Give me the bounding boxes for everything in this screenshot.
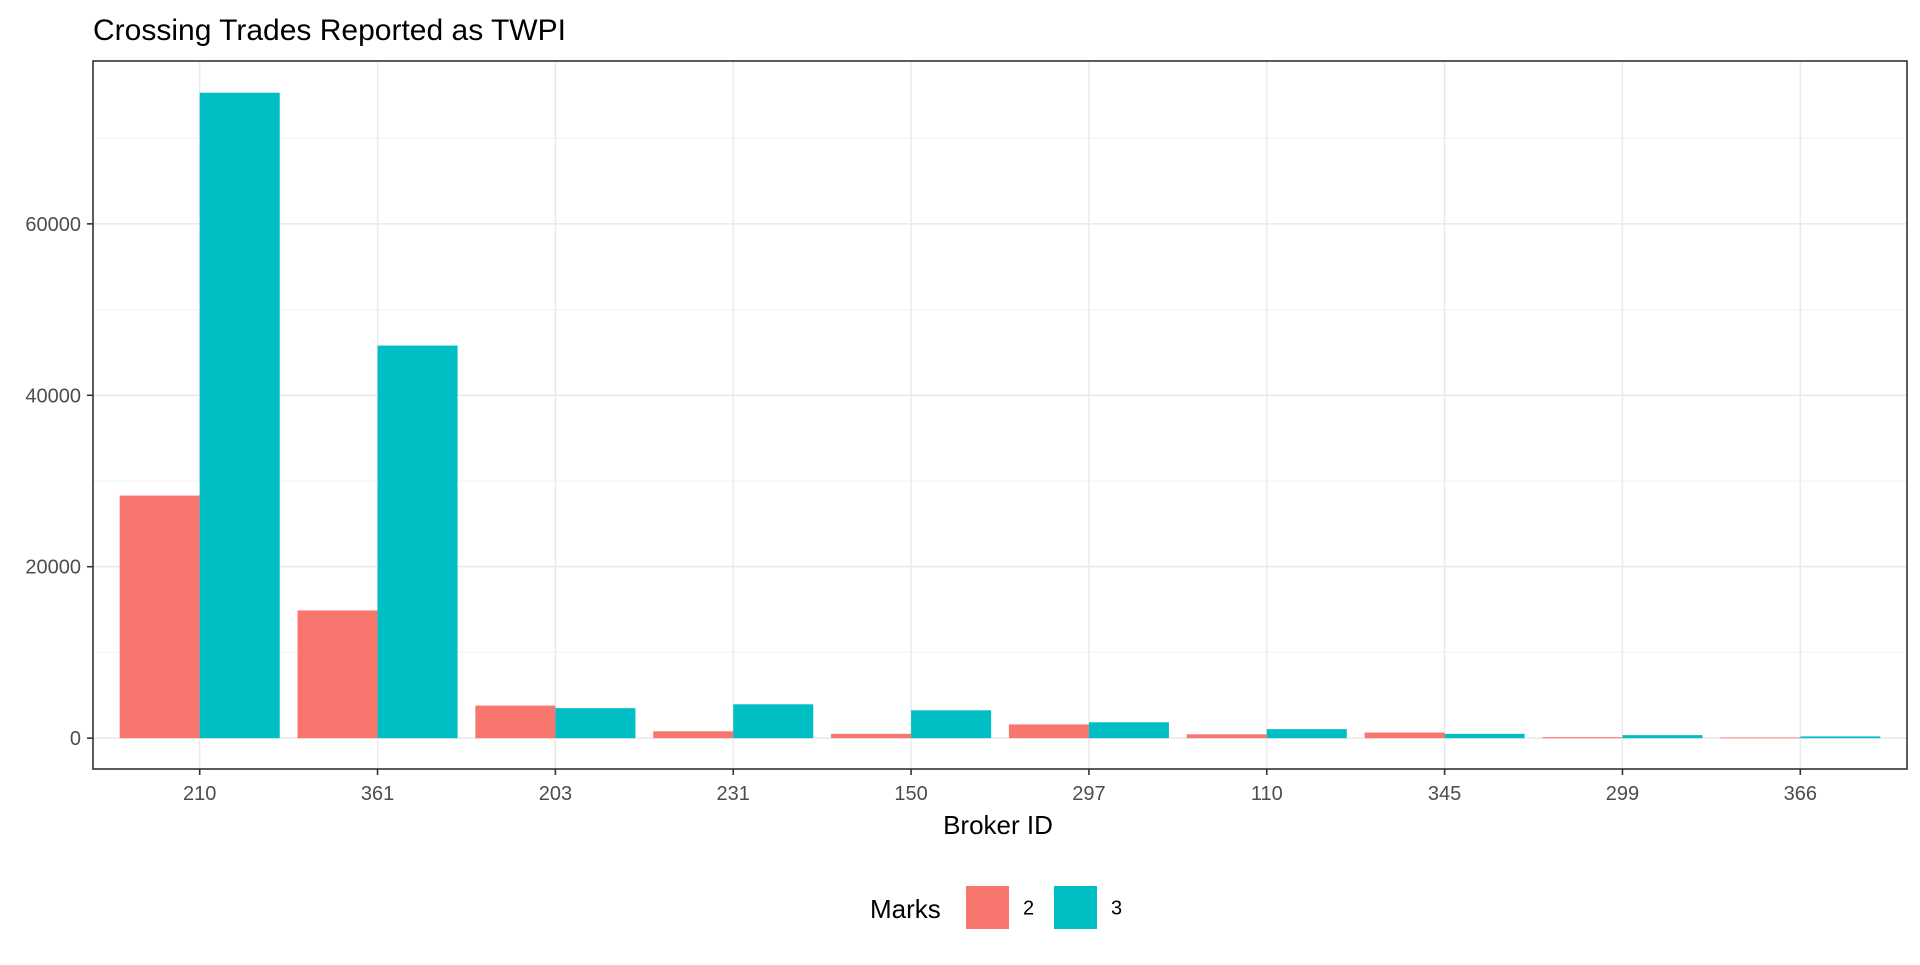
legend-label: 3	[1111, 898, 1122, 920]
bar-series-2-210	[119, 495, 200, 739]
x-tick-label: 231	[717, 783, 750, 805]
x-tick-label: 203	[539, 783, 572, 805]
legend-label: 2	[1023, 898, 1034, 920]
legend-title: Marks	[870, 894, 941, 924]
bar-series-2-203	[475, 705, 556, 739]
x-tick-label: 299	[1606, 783, 1639, 805]
bar-series-2-297	[1008, 724, 1089, 739]
bar-series-2-110	[1186, 734, 1267, 739]
bar-series-3-150	[911, 710, 992, 739]
bar-series-3-361	[377, 345, 458, 739]
bar-series-3-366	[1800, 736, 1881, 739]
x-tick-label: 150	[894, 783, 927, 805]
panel-border	[92, 60, 1908, 770]
bar-series-3-345	[1444, 733, 1525, 739]
legend-key-3	[1054, 886, 1097, 929]
bar-series-3-299	[1622, 735, 1703, 739]
bar-series-3-297	[1088, 722, 1169, 739]
y-axis: 0 20000 40000 60000	[25, 214, 93, 750]
x-tick-label: 110	[1251, 783, 1283, 805]
x-tick-label: 297	[1072, 783, 1105, 805]
x-tick-label: 345	[1428, 783, 1461, 805]
bar-series-2-361	[297, 610, 378, 739]
y-tick-label: 20000	[25, 557, 81, 579]
bar-series-3-210	[199, 92, 280, 739]
bar-series-3-203	[555, 708, 636, 739]
legend-key-2	[966, 886, 1009, 929]
legend: Marks 2 3	[870, 886, 1122, 929]
y-tick-label: 40000	[25, 385, 81, 407]
x-axis-title: Broker ID	[943, 810, 1053, 840]
bar-series-3-110	[1266, 729, 1347, 739]
x-tick-label: 210	[183, 783, 216, 805]
bars	[119, 92, 1881, 739]
bar-series-2-366	[1720, 737, 1801, 739]
x-axis: 210 361 203 231 150 297 110 345 299 366	[183, 769, 1817, 805]
bar-series-2-345	[1364, 732, 1445, 739]
bar-series-2-231	[653, 731, 734, 739]
chart-title: Crossing Trades Reported as TWPI	[93, 14, 566, 47]
y-tick-label: 0	[70, 728, 81, 750]
x-tick-label: 361	[361, 783, 394, 805]
bar-series-2-150	[831, 733, 912, 739]
bar-series-3-231	[733, 704, 814, 739]
bar-series-2-299	[1542, 737, 1623, 739]
x-tick-label: 366	[1784, 783, 1817, 805]
y-tick-label: 60000	[25, 214, 81, 236]
